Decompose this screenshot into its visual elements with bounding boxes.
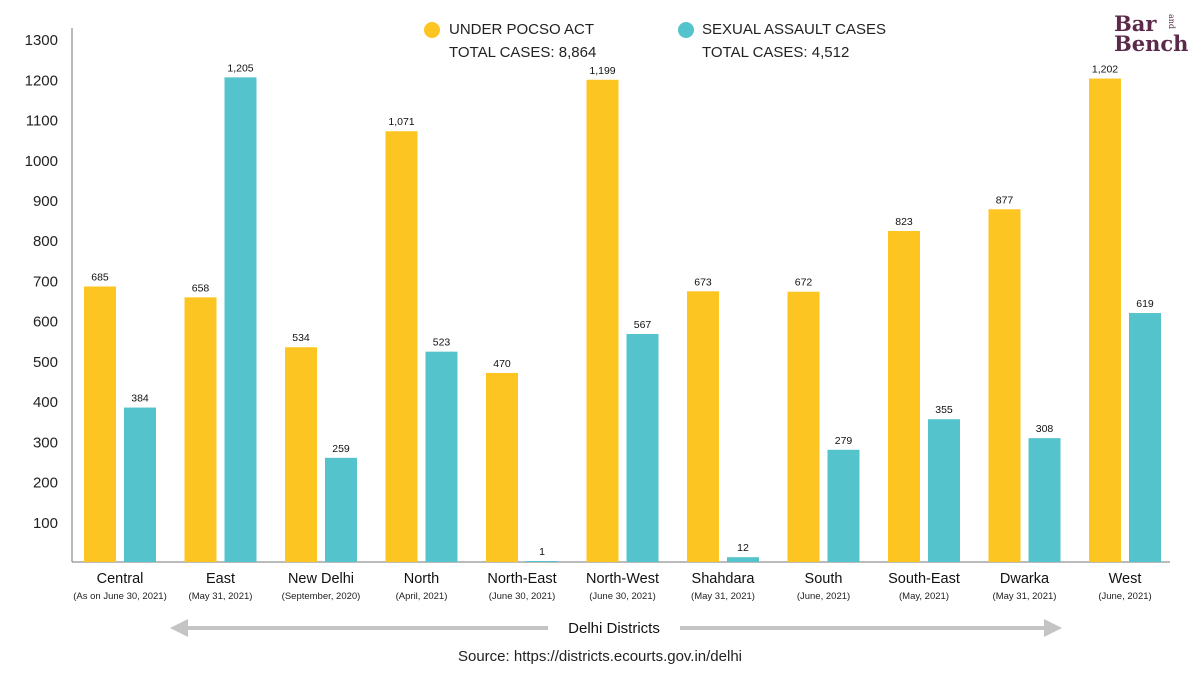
x-category-label: North-West [586,571,659,587]
bar-assault [1028,438,1061,562]
x-category-sublabel: (May 31, 2021) [691,591,755,602]
bar-pocso [84,286,116,562]
y-tick-label: 1300 [25,32,58,49]
value-label-assault: 259 [332,443,350,455]
value-label-assault: 308 [1036,423,1054,435]
source-caption: Source: https://districts.ecourts.gov.in… [457,648,743,665]
value-label-assault: 523 [433,337,451,349]
y-tick-label: 400 [33,394,58,411]
x-category-label: South [805,571,843,587]
value-label-assault: 12 [737,542,749,554]
y-tick-label: 500 [33,354,58,371]
x-category-sublabel: (September, 2020) [282,591,361,602]
value-label-pocso: 685 [91,271,109,283]
bar-assault [1129,313,1161,562]
y-tick-label: 700 [33,273,58,290]
bar-assault [626,333,659,562]
value-label-pocso: 823 [895,216,913,228]
value-label-pocso: 534 [292,332,310,344]
value-label-pocso: 1,071 [388,116,414,128]
value-label-assault: 567 [634,319,652,331]
y-tick-label: 800 [33,233,58,250]
x-category-label: Central [97,571,144,587]
y-tick-label: 1000 [25,153,58,170]
value-label-pocso: 673 [694,276,712,288]
bar-assault [928,419,960,562]
x-category-sublabel: (June, 2021) [1098,591,1151,602]
x-category-sublabel: (June 30, 2021) [589,591,656,602]
x-category-sublabel: (April, 2021) [396,591,448,602]
bar-assault [827,449,860,562]
value-label-pocso: 470 [493,358,511,370]
value-label-assault: 1,205 [227,62,253,74]
bar-pocso [385,131,418,562]
value-label-pocso: 1,199 [589,65,615,77]
value-label-pocso: 1,202 [1092,64,1118,76]
legend-total-assault: TOTAL CASES: 4,512 [702,44,850,61]
bar-pocso [988,209,1021,562]
bar-assault [325,457,357,562]
x-category-label: East [206,571,235,587]
value-label-assault: 619 [1136,298,1154,310]
y-tick-label: 1200 [25,72,58,89]
x-category-sublabel: (As on June 30, 2021) [73,591,166,602]
bar-assault [526,561,558,562]
bar-pocso [888,230,920,563]
x-category-label: South-East [888,571,960,587]
legend-label-pocso: UNDER POCSO ACT [449,21,595,38]
x-category-label: Dwarka [1000,571,1050,587]
value-label-assault: 384 [131,393,149,405]
value-label-assault: 279 [835,435,853,447]
x-category-label: North-East [487,571,556,587]
bar-pocso [787,291,820,562]
bar-pocso [184,297,217,562]
y-tick-label: 600 [33,314,58,331]
x-axis-title: Delhi Districts [568,620,660,637]
x-category-label: West [1109,571,1142,587]
y-tick-label: 900 [33,193,58,210]
x-category-label: North [404,571,439,587]
x-category-sublabel: (May 31, 2021) [189,591,253,602]
bar-pocso [486,372,518,562]
y-tick-label: 1100 [26,113,58,130]
bar-assault [727,557,759,562]
y-tick-label: 300 [33,434,58,451]
bar-pocso [1089,78,1121,562]
bar-assault [124,407,156,562]
x-category-sublabel: (June, 2021) [797,591,850,602]
axis-arrow-right-head [1044,619,1062,637]
legend-label-assault: SEXUAL ASSAULT CASES [702,21,886,38]
x-category-sublabel: (June 30, 2021) [489,591,556,602]
legend-swatch-assault [678,22,694,38]
bar-pocso [586,79,619,562]
bar-pocso [285,347,317,562]
logo-text-bench: Bench [1114,31,1189,56]
bar-and-bench-logo: Bar and Bench [1112,11,1189,56]
y-tick-label: 100 [33,515,58,532]
axis-arrow-left-head [170,619,188,637]
bar-assault [224,77,257,562]
y-tick-label: 200 [33,475,58,492]
bar-assault [425,351,458,562]
bar-pocso [687,291,719,562]
x-category-label: New Delhi [288,571,354,587]
legend-total-pocso: TOTAL CASES: 8,864 [449,44,597,61]
value-label-assault: 1 [539,546,545,558]
value-label-pocso: 877 [996,194,1014,206]
value-label-pocso: 658 [192,282,210,294]
x-category-sublabel: (May, 2021) [899,591,949,602]
value-label-pocso: 672 [795,277,813,289]
logo-text-bar: Bar [1114,11,1157,36]
value-label-assault: 355 [935,404,953,416]
x-category-label: Shahdara [692,571,756,587]
legend-swatch-pocso [424,22,440,38]
x-category-sublabel: (May 31, 2021) [993,591,1057,602]
